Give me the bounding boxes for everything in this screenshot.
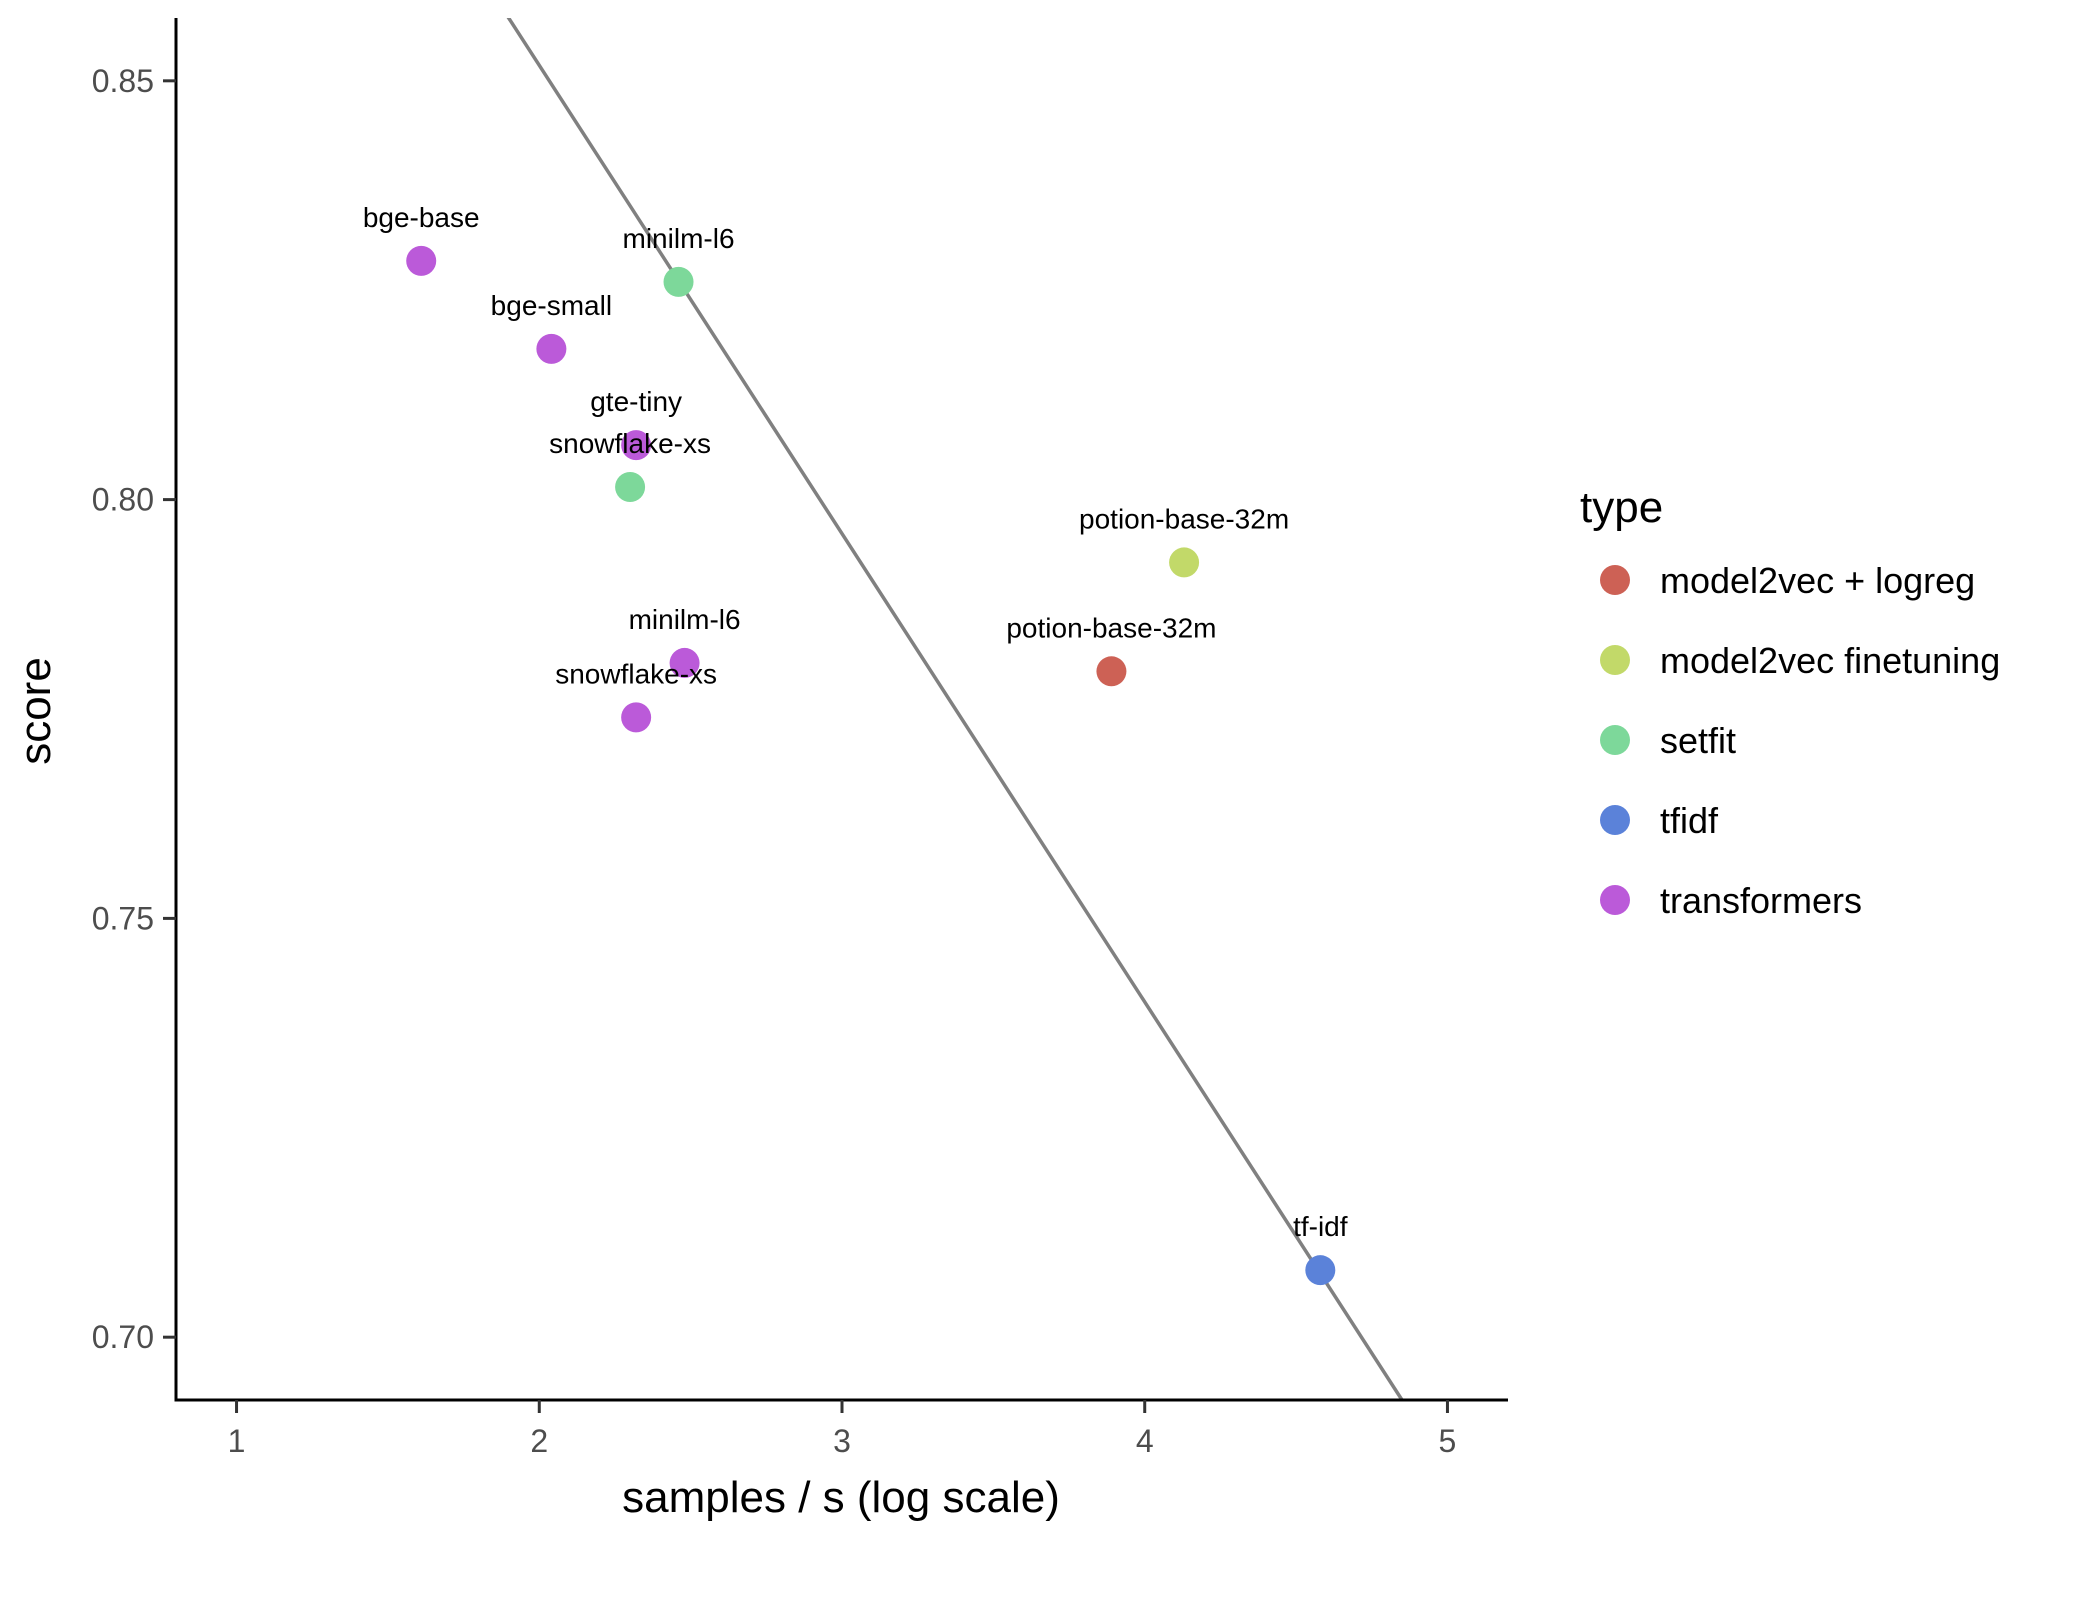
data-point-bge-small-transformers [536,333,567,364]
legend-label-setfit: setfit [1660,720,1736,761]
data-point-gte-tiny-transformers [621,430,652,461]
point-label-snowflake-xs: snowflake-xs [549,428,711,459]
trend-line [506,18,1404,1400]
y-tick-label-0.7: 0.70 [92,1319,154,1355]
point-label-bge-base: bge-base [363,202,480,233]
point-label-potion-base-32m: potion-base-32m [1079,503,1289,534]
point-label-potion-base-32m: potion-base-32m [1006,612,1216,643]
x-tick-label-1: 1 [228,1423,246,1459]
data-point-bge-base-transformers [406,245,437,276]
point-label-minilm-l6: minilm-l6 [623,223,735,254]
point-label-bge-small: bge-small [491,290,612,321]
data-point-potion-base-32m-model2vec-finetuning [1169,547,1200,578]
data-point-tf-idf-tfidf [1305,1255,1336,1286]
x-tick-label-2: 2 [530,1423,548,1459]
point-label-tf-idf: tf-idf [1293,1211,1348,1242]
x-tick-label-3: 3 [833,1423,851,1459]
legend-label-tfidf: tfidf [1660,800,1719,841]
x-tick-label-4: 4 [1136,1423,1154,1459]
legend-label-model2vec-logreg: model2vec + logreg [1660,560,1975,601]
legend-swatch-tfidf [1600,805,1630,835]
y-tick-label-0.85: 0.85 [92,63,154,99]
y-tick-label-0.8: 0.80 [92,482,154,518]
legend-swatch-setfit [1600,725,1630,755]
data-point-potion-base-32m-model2vec-logreg [1096,656,1127,687]
data-point-snowflake-xs-transformers [621,702,652,733]
legend-swatch-model2vec-logreg [1600,565,1630,595]
legend-swatch-model2vec-finetuning [1600,645,1630,675]
data-point-snowflake-xs-setfit [615,472,646,503]
data-point-minilm-l6-transformers [669,647,700,678]
point-label-minilm-l6: minilm-l6 [629,604,741,635]
legend-title: type [1580,483,1663,532]
x-tick-label-5: 5 [1439,1423,1457,1459]
data-point-minilm-l6-setfit [663,266,694,297]
y-axis-title: score [11,657,60,765]
legend-swatch-transformers [1600,885,1630,915]
legend-label-transformers: transformers [1660,880,1862,921]
x-axis-title: samples / s (log scale) [622,1473,1060,1522]
y-tick-label-0.75: 0.75 [92,900,154,936]
point-label-gte-tiny: gte-tiny [590,386,682,417]
point-label-snowflake-xs: snowflake-xs [555,658,717,689]
legend-label-model2vec-finetuning: model2vec finetuning [1660,640,2000,681]
